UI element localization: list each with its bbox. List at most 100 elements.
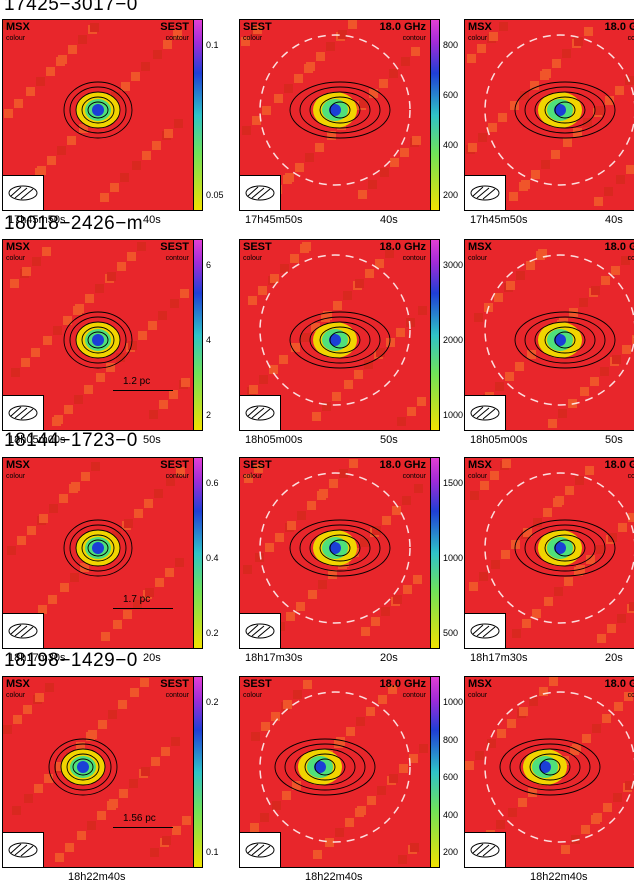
- noise-pixel: [469, 582, 478, 591]
- colour-bar-r1-c2: [430, 19, 440, 211]
- noise-pixel: [506, 281, 515, 290]
- noise-pixel: [402, 496, 411, 505]
- noise-pixel: [602, 714, 611, 723]
- contour-sub-label: contour: [402, 35, 426, 42]
- contour-line: [524, 524, 606, 572]
- contour-line: [48, 738, 118, 796]
- contour-line: [54, 743, 112, 791]
- panel-label-left: SEST colour: [243, 679, 272, 701]
- contour-line: [309, 529, 371, 567]
- noise-pixel: [365, 269, 374, 278]
- beam-ellipse-icon: [245, 623, 275, 639]
- noise-pixel: [155, 578, 164, 587]
- noise-pixel: [112, 531, 121, 540]
- x-tick-label: 18h17m30s: [245, 652, 303, 664]
- colour-source-label: SEST: [243, 21, 272, 33]
- noise-pixel: [255, 553, 264, 562]
- noise-pixel: [77, 831, 86, 840]
- contour-line: [519, 748, 581, 786]
- contour-line: [294, 748, 356, 786]
- noise-pixel: [375, 259, 384, 268]
- noise-pixel: [22, 267, 31, 276]
- panel-label-right: 18.0 GHz contour: [380, 460, 426, 482]
- x-tick-label: 20s: [143, 652, 161, 664]
- contour-line: [329, 331, 351, 349]
- noise-pixel: [580, 387, 589, 396]
- noise-pixel: [3, 725, 12, 734]
- noise-pixel: [316, 52, 325, 61]
- colour-sub-label: colour: [6, 692, 26, 699]
- contour-source-label: 18.0 GHz: [379, 21, 426, 33]
- noise-pixel: [412, 136, 421, 145]
- noise-pixel: [548, 419, 557, 428]
- noise-pixel: [280, 264, 289, 273]
- noise-pixel: [585, 466, 594, 475]
- colour-bar-tick: 0.2: [206, 697, 219, 707]
- noise-pixel: [527, 350, 536, 359]
- beam-box: [465, 613, 506, 648]
- noise-pixel: [579, 298, 588, 307]
- map-image: [469, 459, 634, 643]
- y-tick-label: −17°24′00″: [0, 599, 3, 648]
- noise-pixel: [520, 91, 529, 100]
- noise-pixel: [293, 690, 302, 699]
- noise-pixel: [574, 37, 583, 46]
- noise-pixel: [270, 274, 279, 283]
- noise-pixel: [593, 813, 602, 822]
- source-peak: [92, 104, 104, 116]
- colour-bar-r3-c2: [430, 457, 440, 649]
- noise-pixel: [389, 69, 398, 78]
- noise-pixel: [366, 707, 375, 716]
- contour-line: [289, 81, 391, 139]
- noise-pixel: [392, 506, 401, 515]
- map-panel-r1-c1: MSX colour SEST contour: [2, 19, 194, 211]
- noise-pixel: [107, 272, 116, 281]
- noise-pixel: [625, 781, 634, 790]
- noise-pixel: [275, 533, 284, 542]
- colour-bar-tick: 600: [443, 90, 459, 100]
- noise-pixel: [501, 550, 510, 559]
- noise-pixel: [163, 40, 172, 49]
- x-tick-label: 50s: [380, 434, 398, 446]
- noise-pixel: [170, 299, 179, 308]
- noise-pixel: [109, 799, 118, 808]
- noise-pixel: [291, 343, 300, 352]
- contour-sub-label: contour: [402, 255, 426, 262]
- noise-pixel: [12, 806, 21, 815]
- noise-pixel: [295, 163, 304, 172]
- noise-pixel: [95, 284, 104, 293]
- noise-pixel: [470, 491, 479, 500]
- noise-pixel: [181, 378, 190, 387]
- panel-label-left: MSX colour: [6, 242, 30, 264]
- colour-bar-tick: 2000: [443, 335, 464, 345]
- primary-beam-circle: [259, 254, 411, 406]
- noise-pixel: [490, 471, 499, 480]
- source-peak: [539, 761, 551, 773]
- contour-source-label: SEST: [160, 678, 189, 690]
- primary-beam-circle: [259, 472, 411, 624]
- contour-line: [63, 519, 133, 577]
- noise-pixel: [165, 568, 174, 577]
- colour-bar-r3-c1: [193, 457, 203, 649]
- noise-pixel: [100, 193, 109, 202]
- row-title-4: 18198−1429−0: [4, 650, 138, 671]
- noise-pixel: [138, 331, 147, 340]
- noise-pixel: [601, 276, 610, 285]
- noise-pixel: [400, 148, 409, 157]
- noise-pixel: [21, 358, 30, 367]
- noise-pixel: [47, 156, 56, 165]
- noise-pixel: [414, 484, 423, 493]
- noise-pixel: [172, 826, 181, 835]
- colour-source-label: SEST: [243, 459, 272, 471]
- panel-label-right: 18.0 GHz contour: [380, 679, 426, 701]
- noise-pixel: [306, 62, 315, 71]
- noise-pixel: [389, 774, 398, 783]
- colour-source-label: MSX: [6, 21, 30, 33]
- noise-pixel: [81, 472, 90, 481]
- noise-pixel: [603, 803, 612, 812]
- panel-label-right: SEST contour: [160, 679, 189, 701]
- noise-pixel: [549, 677, 558, 686]
- x-tick-label: 17h45m50s: [470, 214, 528, 226]
- noise-pixel: [543, 508, 552, 517]
- noise-pixel: [279, 355, 288, 364]
